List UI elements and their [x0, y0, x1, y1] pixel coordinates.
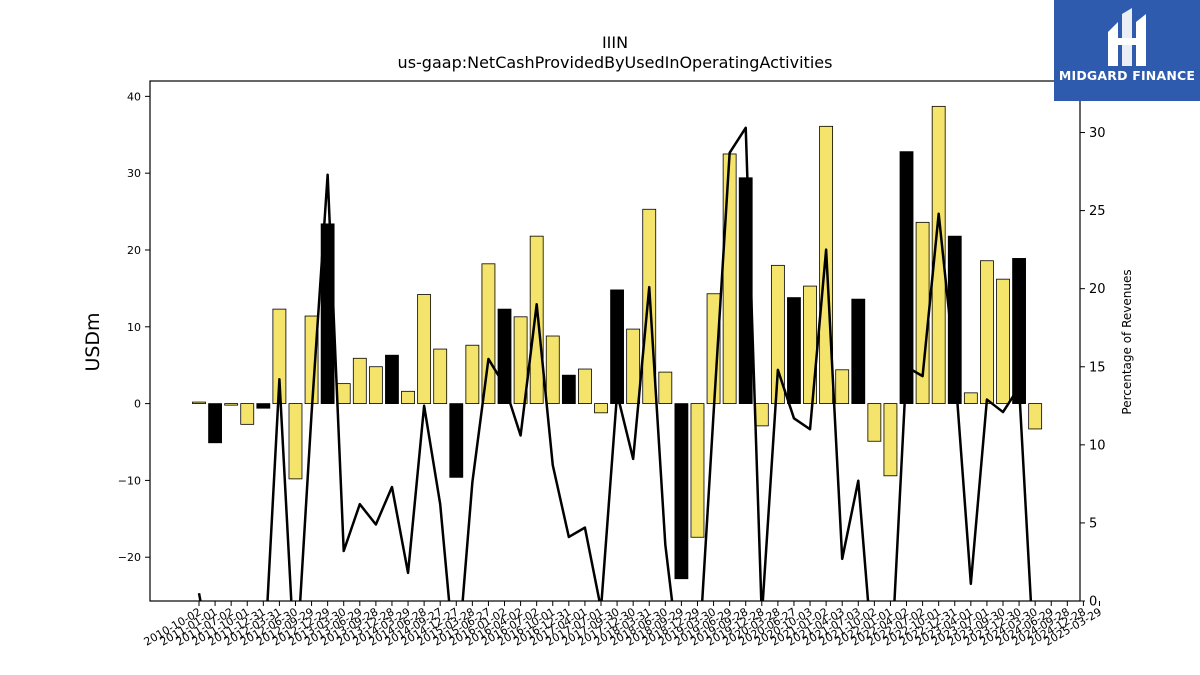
plot-frame: [149, 80, 1081, 602]
bar-40: [835, 369, 850, 404]
y2-axis-label: Percentage of Revenues: [1120, 269, 1134, 414]
y-tick-label: −20: [118, 551, 141, 564]
bar-37: [787, 297, 801, 405]
bar-15: [433, 348, 448, 404]
revenue-percentage-line: [197, 126, 1033, 601]
bar-18: [481, 263, 496, 404]
bar-11: [368, 366, 383, 405]
bar-43: [883, 403, 898, 477]
bar-27: [626, 328, 641, 404]
y-tick-label: −10: [118, 474, 141, 487]
bar-0: [192, 401, 206, 404]
bar-47: [947, 235, 962, 405]
bar-44: [899, 151, 914, 405]
chart-subtitle: us-gaap:NetCashProvidedByUsedInOperating…: [398, 53, 833, 72]
bar-48: [963, 392, 978, 405]
bar-3: [240, 403, 255, 425]
bar-49: [980, 260, 994, 405]
bar-26: [610, 289, 624, 405]
bar-50: [996, 278, 1010, 405]
bar-23: [561, 374, 576, 404]
y-tick-label: 20: [127, 244, 141, 257]
bar-36: [770, 264, 785, 404]
bar-9: [336, 383, 351, 405]
brand-name: MIDGARD FINANCE: [1058, 68, 1196, 83]
bar-12: [385, 354, 399, 404]
bar-21: [529, 235, 544, 405]
plot-area: [192, 105, 1043, 601]
y-tick-label: 0: [134, 398, 141, 411]
bar-16: [449, 403, 464, 478]
bar-31: [690, 403, 705, 538]
y2-tick-label: 20: [1089, 282, 1106, 297]
bar-46: [931, 105, 946, 404]
bar-24: [578, 368, 592, 405]
bar-10: [352, 357, 367, 404]
y2-tick-label: 25: [1089, 204, 1106, 219]
y2-tick-label: 30: [1089, 126, 1106, 141]
bar-35: [754, 403, 769, 427]
bar-22: [545, 335, 560, 405]
midgard-logo-icon: [1108, 8, 1146, 66]
bar-5: [272, 308, 287, 404]
y-tick-label: 40: [127, 90, 141, 103]
bar-51: [1012, 258, 1026, 404]
bar-30: [674, 403, 689, 580]
bar-13: [401, 390, 415, 404]
chart-title: IIIN: [602, 33, 628, 52]
brand-logo: MIDGARD FINANCE: [1054, 0, 1200, 101]
bar-25: [594, 403, 608, 414]
bar-42: [867, 403, 882, 442]
bar-33: [722, 153, 737, 405]
bar-2: [224, 403, 239, 406]
y-axis-label: USDm: [82, 312, 104, 371]
bar-6: [288, 403, 303, 480]
bar-20: [513, 316, 528, 404]
bar-4: [256, 403, 271, 409]
y2-tick-label: 10: [1089, 438, 1106, 453]
y2-tick-label: 15: [1089, 360, 1106, 375]
bar-17: [465, 344, 480, 405]
axes: −20−100102030400510152025302010-10-02201…: [118, 80, 1106, 649]
bar-41: [851, 298, 866, 405]
bar-29: [658, 371, 673, 404]
bar-14: [417, 294, 432, 404]
y2-tick-label: 5: [1089, 516, 1097, 531]
y2-tick-label: 0: [1089, 595, 1097, 610]
bar-1: [208, 403, 222, 444]
bar-52: [1028, 403, 1043, 430]
y-tick-label: 10: [127, 321, 141, 334]
y-tick-label: 30: [127, 167, 141, 180]
